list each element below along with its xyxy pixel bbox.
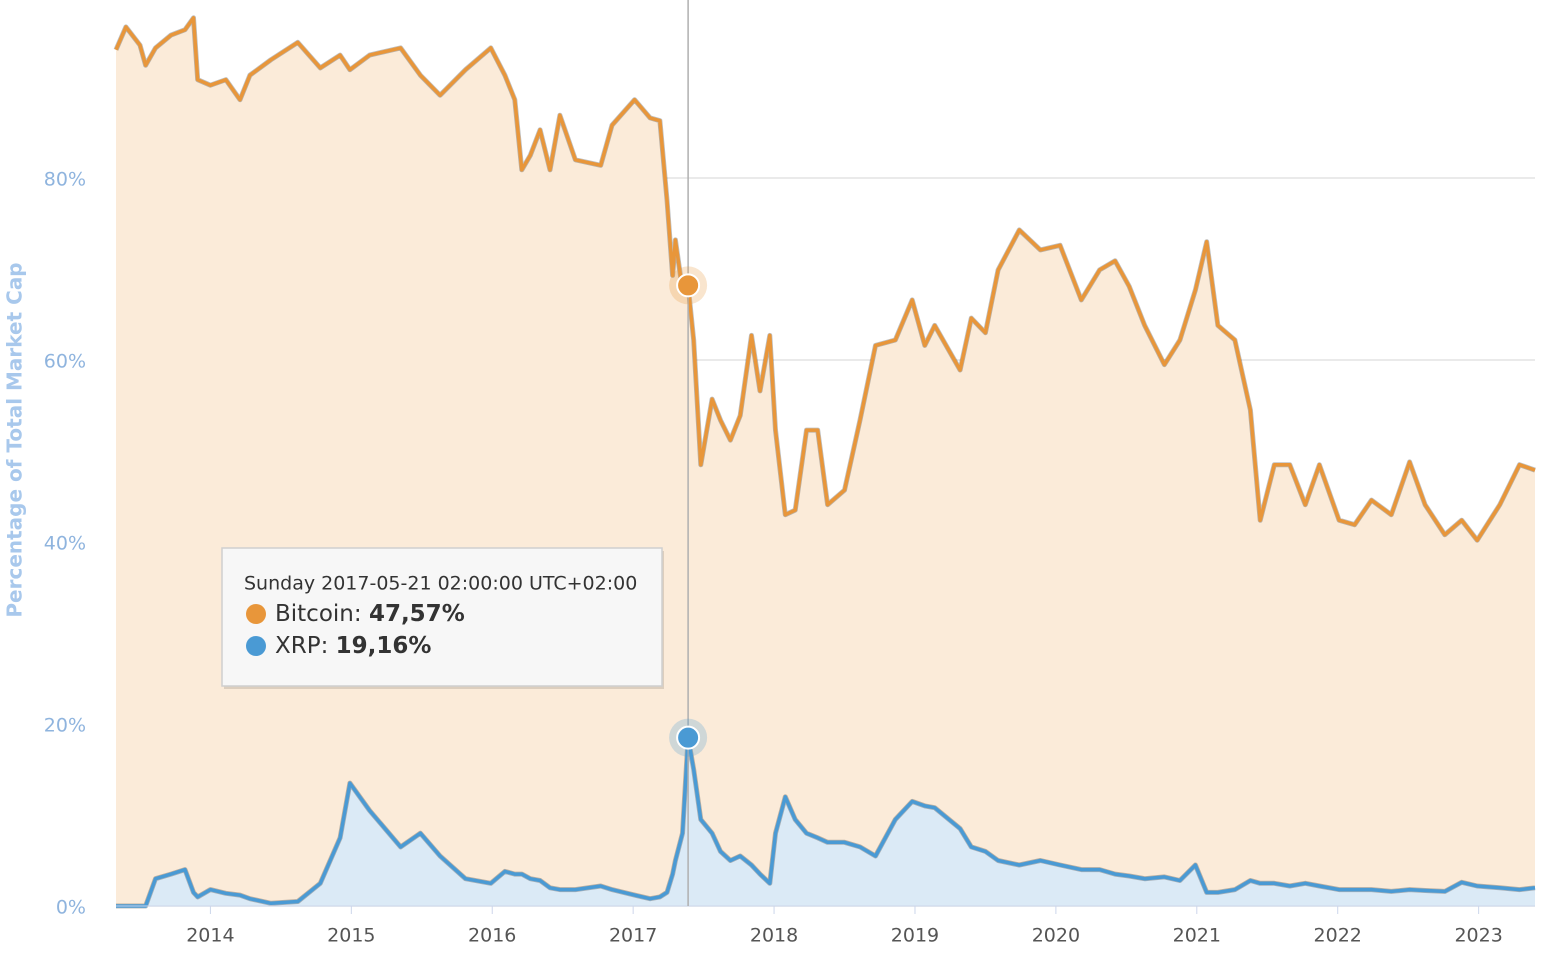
tooltip-swatch — [246, 636, 266, 656]
series-line — [114, 16, 1536, 542]
x-tick-label: 2022 — [1314, 925, 1362, 947]
x-tick-label: 2016 — [468, 925, 516, 947]
x-tick-label: 2014 — [186, 925, 234, 947]
y-tick-label: 20% — [44, 715, 86, 737]
tooltip-row: XRP: 19,16% — [275, 633, 431, 659]
tooltip-separator: : — [321, 633, 336, 659]
x-tick-label: 2015 — [327, 925, 375, 947]
y-tick-label: 80% — [44, 169, 86, 191]
tooltip-separator: : — [354, 601, 369, 627]
tooltip-series-name: XRP — [275, 633, 321, 659]
x-tick-label: 2018 — [750, 925, 798, 947]
y-tick-label: 60% — [44, 351, 86, 373]
tooltip: Sunday 2017-05-21 02:00:00 UTC+02:00 Bitc… — [221, 547, 664, 689]
y-tick-label: 40% — [44, 533, 86, 555]
hover-marker — [676, 725, 701, 750]
x-tick-label: 2021 — [1173, 925, 1221, 947]
x-tick-label: 2017 — [609, 925, 657, 947]
tooltip-series-name: Bitcoin — [275, 601, 354, 627]
tooltip-swatch — [246, 604, 266, 624]
tooltip-value: 19,16% — [336, 633, 432, 659]
tooltip-date: Sunday 2017-05-21 02:00:00 UTC+02:00 — [244, 573, 637, 595]
series-area — [116, 17, 1535, 907]
y-axis-title: Percentage of Total Market Cap — [3, 262, 27, 617]
y-tick-label: 0% — [56, 897, 86, 919]
hover-marker — [676, 273, 701, 298]
series-area — [116, 737, 1535, 906]
tooltip-value: 47,57% — [369, 601, 465, 627]
tooltip-box — [221, 547, 663, 687]
x-tick-label: 2019 — [891, 925, 939, 947]
x-tick-label: 2020 — [1032, 925, 1080, 947]
series-line — [116, 735, 1536, 908]
x-tick-label: 2023 — [1454, 925, 1502, 947]
tooltip-row: Bitcoin: 47,57% — [275, 601, 465, 627]
